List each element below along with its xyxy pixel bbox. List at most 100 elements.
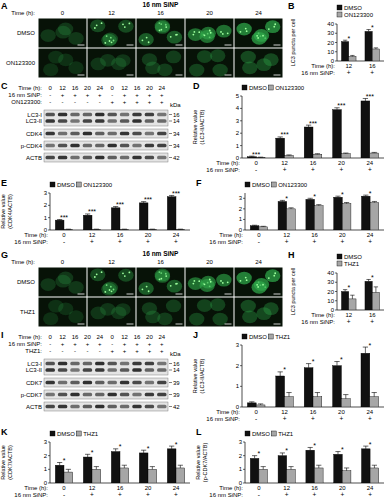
lane-row-label: Time (h): xyxy=(18,85,42,91)
bar xyxy=(55,465,64,483)
punctum xyxy=(209,30,211,32)
bar xyxy=(334,197,343,230)
band xyxy=(45,144,54,148)
panel-label: K xyxy=(1,427,8,437)
punctum xyxy=(256,284,258,286)
y-axis-label: Relative value(CDK7/ACTB) xyxy=(0,445,13,480)
scale-bar xyxy=(274,75,281,76)
punctum xyxy=(111,290,113,292)
kda-label: 14 xyxy=(173,118,180,124)
y-tick-label: 3 xyxy=(239,195,243,201)
punctum xyxy=(148,290,150,292)
image-panel: A16 nm SiNPTime (h):012162024DMSOON12330… xyxy=(1,1,283,78)
bar xyxy=(278,201,287,230)
cell xyxy=(256,58,271,71)
marks xyxy=(55,446,184,483)
band xyxy=(107,381,116,385)
background xyxy=(0,0,387,500)
y-tick xyxy=(243,442,245,443)
column-label: 20 xyxy=(206,10,213,16)
band xyxy=(107,132,116,136)
lane-value: 12 xyxy=(121,334,128,340)
lane-value: + xyxy=(86,341,90,347)
band xyxy=(83,144,92,148)
y-tick xyxy=(243,455,245,456)
band xyxy=(58,132,67,136)
panel-label: I xyxy=(1,330,4,340)
header: 16 nm SiNP xyxy=(143,1,179,8)
cell xyxy=(236,272,251,285)
x-row-value: + xyxy=(370,69,374,76)
band xyxy=(83,156,92,160)
band xyxy=(120,368,129,372)
punctum xyxy=(96,273,98,275)
lane-value: 24 xyxy=(158,334,165,340)
band xyxy=(58,405,67,409)
band-label: p-CDK4 xyxy=(21,143,43,149)
significance: *** xyxy=(252,151,260,158)
micrograph xyxy=(137,49,185,78)
legend: DMSOTHZ1 xyxy=(242,334,291,340)
error-bar xyxy=(363,195,368,196)
error-bar xyxy=(261,467,266,470)
lane-value: + xyxy=(110,99,114,105)
band xyxy=(70,113,79,117)
scale-bar xyxy=(127,324,134,325)
punctum xyxy=(198,31,200,33)
band xyxy=(95,381,104,385)
error-bar xyxy=(280,453,285,456)
significance: * xyxy=(91,449,94,456)
bar xyxy=(342,471,351,483)
error-bar xyxy=(252,225,257,227)
punctum xyxy=(193,31,195,33)
kda-tick xyxy=(169,370,172,371)
scale-bar xyxy=(78,45,85,46)
y-axis xyxy=(242,345,243,407)
bar xyxy=(276,376,285,407)
column-label: 12 xyxy=(108,10,115,16)
micrograph xyxy=(235,298,283,327)
significance: * xyxy=(175,441,178,448)
punctum xyxy=(210,281,212,283)
legend-swatch xyxy=(337,261,342,266)
lane-value: 12 xyxy=(59,85,66,91)
x-row-label: Time (h): xyxy=(11,10,35,16)
micrograph-bg xyxy=(137,19,185,48)
bar-chart: L0123Relative value(p-CDK7/ACTB)*****Tim… xyxy=(195,427,384,498)
blot-strip xyxy=(44,110,168,126)
lane-value: 16 xyxy=(134,85,141,91)
micrograph-bg xyxy=(39,268,87,297)
cell xyxy=(210,49,225,62)
column-label: 0 xyxy=(61,259,65,265)
band xyxy=(95,362,104,366)
cell xyxy=(68,32,83,45)
row-label: DMSO xyxy=(17,279,35,285)
y-tick-label: 10 xyxy=(327,298,334,304)
lane-value: 24 xyxy=(158,85,165,91)
cell xyxy=(216,25,231,38)
micrograph xyxy=(137,298,185,327)
cell xyxy=(256,307,271,320)
bar xyxy=(167,449,176,483)
lane-value: 20 xyxy=(84,334,91,340)
micrograph xyxy=(88,298,136,327)
cell xyxy=(166,300,181,313)
y-tick xyxy=(48,230,50,231)
scale-bar xyxy=(225,294,232,295)
lane-value: + xyxy=(123,341,127,347)
x-row-value: + xyxy=(340,491,344,498)
band xyxy=(45,132,54,136)
y-axis xyxy=(242,96,243,158)
cell xyxy=(188,277,203,290)
band xyxy=(157,156,166,160)
band xyxy=(107,405,116,409)
significance: * xyxy=(119,443,122,450)
band xyxy=(58,393,67,397)
unit: kDa xyxy=(170,351,181,357)
bar xyxy=(341,42,348,61)
kda-label: 39 xyxy=(173,380,180,386)
error-bar xyxy=(316,205,321,206)
x-row-label: Time (h): xyxy=(216,160,240,166)
lane-value: + xyxy=(135,348,139,354)
cell xyxy=(118,20,133,33)
